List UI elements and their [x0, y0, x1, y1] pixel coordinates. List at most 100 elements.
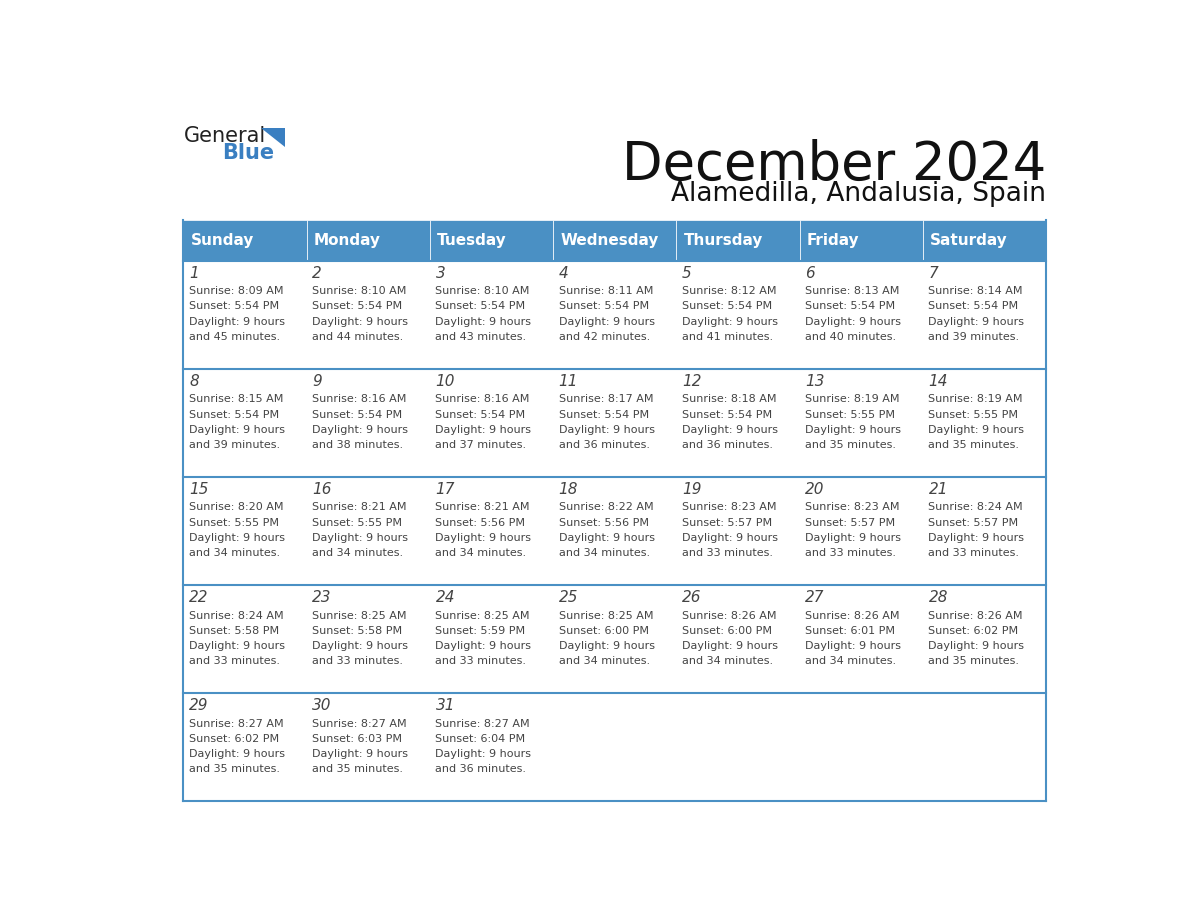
- Text: Sunrise: 8:18 AM: Sunrise: 8:18 AM: [682, 395, 777, 404]
- Text: and 42 minutes.: and 42 minutes.: [558, 331, 650, 341]
- Text: Alamedilla, Andalusia, Spain: Alamedilla, Andalusia, Spain: [671, 181, 1047, 207]
- Text: Monday: Monday: [314, 233, 381, 248]
- Text: Daylight: 9 hours: Daylight: 9 hours: [929, 532, 1024, 543]
- Text: Sunset: 5:55 PM: Sunset: 5:55 PM: [929, 409, 1018, 420]
- Text: Sunrise: 8:11 AM: Sunrise: 8:11 AM: [558, 286, 653, 297]
- Text: 9: 9: [312, 374, 322, 389]
- Text: Daylight: 9 hours: Daylight: 9 hours: [436, 425, 531, 435]
- Text: Sunrise: 8:23 AM: Sunrise: 8:23 AM: [682, 502, 777, 512]
- Bar: [800, 477, 923, 585]
- Bar: [800, 585, 923, 693]
- Text: Daylight: 9 hours: Daylight: 9 hours: [189, 641, 285, 651]
- Text: 31: 31: [436, 699, 455, 713]
- Text: Daylight: 9 hours: Daylight: 9 hours: [436, 641, 531, 651]
- Text: 27: 27: [805, 590, 824, 605]
- Text: Sunset: 5:58 PM: Sunset: 5:58 PM: [189, 626, 279, 636]
- Text: 3: 3: [436, 265, 446, 281]
- Bar: [183, 477, 307, 585]
- Text: Sunrise: 8:10 AM: Sunrise: 8:10 AM: [436, 286, 530, 297]
- Text: Daylight: 9 hours: Daylight: 9 hours: [436, 532, 531, 543]
- Text: 29: 29: [189, 699, 209, 713]
- Bar: [676, 369, 800, 477]
- Bar: [800, 693, 923, 801]
- Text: Sunrise: 8:27 AM: Sunrise: 8:27 AM: [312, 719, 406, 729]
- Text: Sunset: 5:54 PM: Sunset: 5:54 PM: [436, 409, 525, 420]
- Text: Daylight: 9 hours: Daylight: 9 hours: [682, 641, 778, 651]
- Bar: [923, 585, 1047, 693]
- Text: Sunrise: 8:13 AM: Sunrise: 8:13 AM: [805, 286, 899, 297]
- Text: and 34 minutes.: and 34 minutes.: [682, 656, 773, 666]
- Text: and 34 minutes.: and 34 minutes.: [558, 656, 650, 666]
- Text: Sunrise: 8:16 AM: Sunrise: 8:16 AM: [312, 395, 406, 404]
- Text: Daylight: 9 hours: Daylight: 9 hours: [558, 641, 655, 651]
- Text: Sunrise: 8:24 AM: Sunrise: 8:24 AM: [929, 502, 1023, 512]
- Text: and 35 minutes.: and 35 minutes.: [929, 656, 1019, 666]
- Text: Daylight: 9 hours: Daylight: 9 hours: [805, 641, 902, 651]
- Text: Sunset: 5:57 PM: Sunset: 5:57 PM: [682, 518, 772, 528]
- Text: 7: 7: [929, 265, 939, 281]
- Text: Sunset: 5:55 PM: Sunset: 5:55 PM: [805, 409, 896, 420]
- Bar: [183, 219, 307, 261]
- Text: Daylight: 9 hours: Daylight: 9 hours: [805, 425, 902, 435]
- Text: and 33 minutes.: and 33 minutes.: [929, 548, 1019, 558]
- Bar: [923, 369, 1047, 477]
- Text: and 33 minutes.: and 33 minutes.: [682, 548, 773, 558]
- Text: General: General: [183, 126, 266, 146]
- Text: and 33 minutes.: and 33 minutes.: [436, 656, 526, 666]
- Text: 4: 4: [558, 265, 569, 281]
- Bar: [430, 219, 554, 261]
- Text: Sunset: 5:54 PM: Sunset: 5:54 PM: [682, 301, 772, 311]
- Text: Daylight: 9 hours: Daylight: 9 hours: [189, 532, 285, 543]
- Text: Sunset: 5:54 PM: Sunset: 5:54 PM: [436, 301, 525, 311]
- Bar: [676, 585, 800, 693]
- Text: 1: 1: [189, 265, 198, 281]
- Bar: [554, 693, 676, 801]
- Text: and 33 minutes.: and 33 minutes.: [805, 548, 896, 558]
- Text: Sunrise: 8:26 AM: Sunrise: 8:26 AM: [805, 610, 899, 621]
- Bar: [923, 477, 1047, 585]
- Text: 2: 2: [312, 265, 322, 281]
- Text: Blue: Blue: [222, 143, 274, 163]
- Bar: [183, 369, 307, 477]
- Text: 20: 20: [805, 482, 824, 497]
- Text: Sunset: 6:00 PM: Sunset: 6:00 PM: [682, 626, 772, 636]
- Bar: [554, 219, 676, 261]
- Text: and 39 minutes.: and 39 minutes.: [189, 440, 280, 450]
- Text: Daylight: 9 hours: Daylight: 9 hours: [189, 425, 285, 435]
- Bar: [307, 261, 430, 369]
- Text: Sunset: 5:54 PM: Sunset: 5:54 PM: [682, 409, 772, 420]
- Text: Daylight: 9 hours: Daylight: 9 hours: [436, 317, 531, 327]
- Text: Sunset: 5:54 PM: Sunset: 5:54 PM: [558, 301, 649, 311]
- Text: 21: 21: [929, 482, 948, 497]
- Bar: [183, 585, 307, 693]
- Text: Sunrise: 8:12 AM: Sunrise: 8:12 AM: [682, 286, 777, 297]
- Text: 14: 14: [929, 374, 948, 389]
- Text: 6: 6: [805, 265, 815, 281]
- Text: Sunrise: 8:10 AM: Sunrise: 8:10 AM: [312, 286, 406, 297]
- Text: Sunset: 5:56 PM: Sunset: 5:56 PM: [436, 518, 525, 528]
- Bar: [183, 693, 307, 801]
- Text: Daylight: 9 hours: Daylight: 9 hours: [558, 317, 655, 327]
- Text: 24: 24: [436, 590, 455, 605]
- Text: and 36 minutes.: and 36 minutes.: [436, 765, 526, 775]
- Text: Sunset: 5:57 PM: Sunset: 5:57 PM: [805, 518, 896, 528]
- Bar: [430, 585, 554, 693]
- Text: and 33 minutes.: and 33 minutes.: [189, 656, 280, 666]
- Text: Daylight: 9 hours: Daylight: 9 hours: [189, 749, 285, 759]
- Text: Sunrise: 8:24 AM: Sunrise: 8:24 AM: [189, 610, 284, 621]
- Text: Sunrise: 8:25 AM: Sunrise: 8:25 AM: [312, 610, 406, 621]
- Text: Sunset: 5:54 PM: Sunset: 5:54 PM: [189, 301, 279, 311]
- Bar: [676, 477, 800, 585]
- Text: and 41 minutes.: and 41 minutes.: [682, 331, 773, 341]
- Text: Sunset: 6:03 PM: Sunset: 6:03 PM: [312, 734, 403, 744]
- Bar: [307, 477, 430, 585]
- Text: 16: 16: [312, 482, 331, 497]
- Text: and 36 minutes.: and 36 minutes.: [682, 440, 773, 450]
- Text: and 34 minutes.: and 34 minutes.: [805, 656, 897, 666]
- Text: Sunrise: 8:27 AM: Sunrise: 8:27 AM: [436, 719, 530, 729]
- Text: Daylight: 9 hours: Daylight: 9 hours: [682, 317, 778, 327]
- Bar: [800, 261, 923, 369]
- Text: 10: 10: [436, 374, 455, 389]
- Bar: [554, 477, 676, 585]
- Text: and 34 minutes.: and 34 minutes.: [312, 548, 404, 558]
